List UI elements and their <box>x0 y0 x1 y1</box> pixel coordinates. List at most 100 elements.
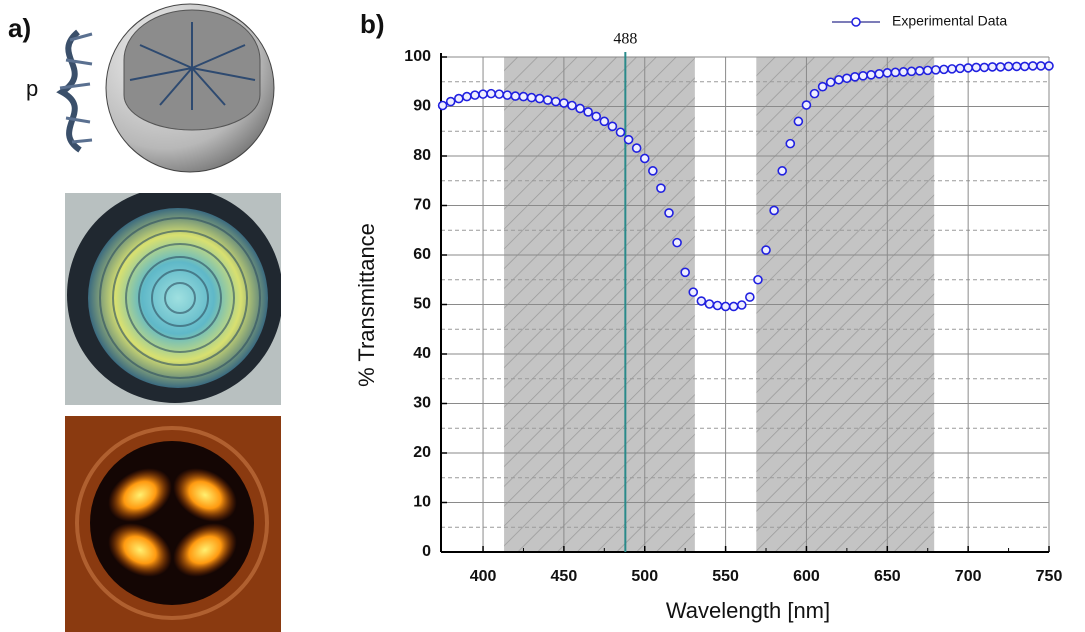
data-point <box>777 166 787 176</box>
data-point <box>486 88 496 99</box>
data-point <box>623 134 634 145</box>
y-tick-label: 90 <box>413 98 431 115</box>
data-point <box>704 299 715 309</box>
legend-marker <box>851 17 861 27</box>
data-point <box>542 95 553 105</box>
data-point <box>736 300 747 310</box>
data-point <box>462 91 472 102</box>
data-point <box>793 116 804 127</box>
data-point <box>842 73 852 84</box>
reference-label: 488 <box>613 31 637 48</box>
data-point <box>696 296 707 306</box>
data-point <box>445 96 456 107</box>
data-point <box>672 237 682 248</box>
data-point <box>1003 61 1014 72</box>
panel-label: a) <box>8 13 31 43</box>
data-point <box>833 74 844 85</box>
data-point <box>761 245 771 255</box>
data-point <box>559 98 569 108</box>
data-point <box>599 116 610 127</box>
x-axis-title: Wavelength [nm] <box>666 598 830 623</box>
data-point <box>987 62 998 72</box>
data-point <box>664 208 674 218</box>
data-point <box>898 67 909 77</box>
pitch-label: p <box>26 76 38 101</box>
data-point <box>575 103 585 114</box>
y-tick-label: 40 <box>413 345 431 362</box>
data-point <box>656 183 666 193</box>
y-tick-label: 50 <box>413 296 431 313</box>
data-point <box>882 68 893 78</box>
data-point <box>874 69 885 79</box>
y-tick-label: 70 <box>413 197 431 214</box>
data-point <box>769 205 779 216</box>
data-point <box>494 89 505 99</box>
x-tick-label: 500 <box>631 568 658 585</box>
data-point <box>631 143 642 153</box>
data-point <box>753 274 763 285</box>
data-point <box>615 127 626 138</box>
x-tick-label: 650 <box>874 568 901 585</box>
data-point <box>809 88 820 99</box>
data-point <box>518 91 529 102</box>
x-tick-label: 450 <box>551 568 578 585</box>
data-point <box>1036 61 1046 71</box>
data-point <box>914 66 925 76</box>
data-point <box>607 121 618 132</box>
data-point <box>648 166 658 176</box>
data-point <box>526 92 537 103</box>
data-point <box>534 93 545 104</box>
y-tick-label: 80 <box>413 147 431 164</box>
data-point <box>502 90 513 100</box>
data-point <box>801 100 812 110</box>
y-tick-label: 20 <box>413 444 431 461</box>
x-tick-label: 550 <box>712 568 739 585</box>
panel-label: b) <box>360 9 385 39</box>
data-point <box>453 93 464 104</box>
data-point <box>971 62 982 73</box>
data-point <box>745 292 755 302</box>
data-point <box>785 138 796 149</box>
data-point <box>688 287 699 297</box>
x-tick-label: 600 <box>793 568 820 585</box>
data-point <box>583 107 593 117</box>
data-point <box>858 71 868 81</box>
data-point <box>866 70 876 80</box>
data-point <box>1019 61 1030 72</box>
data-point <box>591 111 602 122</box>
data-point <box>963 63 973 73</box>
data-point <box>1011 61 1022 72</box>
data-point <box>995 62 1006 72</box>
data-point <box>906 66 917 77</box>
data-point <box>712 300 723 311</box>
data-point <box>478 89 488 99</box>
x-tick-label: 700 <box>955 568 982 585</box>
x-tick-label: 750 <box>1036 568 1063 585</box>
data-point <box>979 62 990 73</box>
data-point <box>939 64 949 75</box>
data-point <box>955 63 965 74</box>
y-tick-label: 30 <box>413 395 431 412</box>
panel-a-images <box>56 3 281 632</box>
data-point <box>890 67 901 78</box>
data-point <box>567 100 577 111</box>
data-point <box>720 301 731 312</box>
data-point <box>437 100 448 111</box>
data-point <box>639 153 650 164</box>
data-point <box>817 81 828 92</box>
legend-label: Experimental Data <box>892 13 1007 29</box>
data-point <box>551 96 561 107</box>
data-point <box>510 91 521 101</box>
data-point <box>728 301 739 312</box>
data-point <box>931 65 941 75</box>
data-point <box>922 65 933 76</box>
y-axis-title: % Transmittance <box>354 223 379 387</box>
y-tick-label: 10 <box>413 494 431 511</box>
y-tick-label: 100 <box>404 48 431 65</box>
data-point <box>825 77 836 88</box>
data-point <box>947 64 957 74</box>
data-point <box>470 90 480 100</box>
data-point <box>850 72 860 82</box>
x-tick-label: 400 <box>470 568 497 585</box>
